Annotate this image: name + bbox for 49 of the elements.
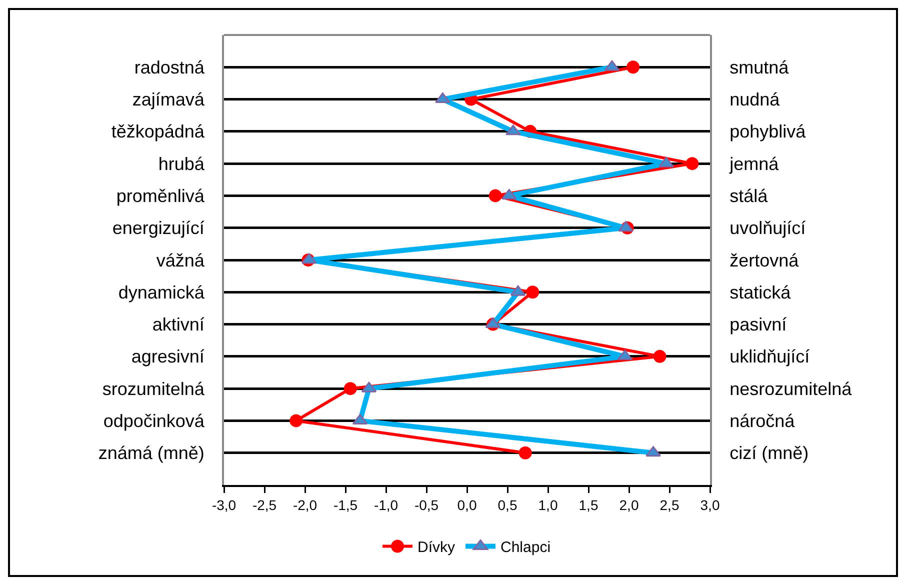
y2-tick-label: pohyblivá xyxy=(730,122,807,142)
y-tick-label: dynamická xyxy=(118,282,206,302)
point xyxy=(290,414,303,428)
x-tick-label: -2,0 xyxy=(292,496,318,513)
legend-label: Chlapci xyxy=(500,539,551,556)
y2-tick-label: nudná xyxy=(730,90,781,110)
y2-tick-label: statická xyxy=(730,282,792,302)
y2-tick-label: jemná xyxy=(728,154,780,174)
y-tick-label: proměnlivá xyxy=(116,186,206,206)
x-tick-label: -1,5 xyxy=(333,496,358,513)
point xyxy=(526,286,540,299)
y-tick-label: energizující xyxy=(112,218,204,238)
y-tick-label: agresivní xyxy=(131,346,204,367)
x-tick-label: 2,0 xyxy=(619,496,639,513)
x-tick-label: 3,0 xyxy=(700,496,720,513)
y-tick-label: radostná xyxy=(134,57,206,78)
y2-tick-label: pasivní xyxy=(730,314,787,335)
legend-label: Dívky xyxy=(418,539,456,556)
x-tick-label: -1,0 xyxy=(374,496,398,513)
point xyxy=(518,446,532,460)
point xyxy=(626,60,640,74)
x-tick-label: 0,0 xyxy=(457,496,477,513)
x-tick-label: -2,5 xyxy=(252,496,277,513)
x-tick-label: 1,0 xyxy=(538,496,558,513)
point xyxy=(344,382,357,396)
y2-tick-label: cizí (mně) xyxy=(730,443,809,464)
y2-tick-label: náročná xyxy=(730,411,796,432)
x-tick-label: -0,5 xyxy=(414,496,439,513)
point xyxy=(488,189,502,202)
y-tick-label: srozumitelná xyxy=(102,378,206,399)
point xyxy=(686,157,699,170)
y2-tick-label: uklidňující xyxy=(730,346,810,367)
y2-tick-label: žertovná xyxy=(730,250,800,270)
y2-tick-label: smutná xyxy=(730,57,790,78)
y-tick-label: hrubá xyxy=(158,154,206,174)
y2-tick-label: nesrozumitelná xyxy=(730,378,853,399)
x-tick-label: 2,5 xyxy=(660,496,680,513)
y-tick-label: známá (mně) xyxy=(98,443,204,464)
y-tick-label: těžkopádná xyxy=(111,122,206,142)
y-tick-label: aktivní xyxy=(152,314,204,335)
y-tick-label: zajímavá xyxy=(132,90,206,110)
point xyxy=(653,350,666,363)
x-tick-label: 0,5 xyxy=(498,496,518,513)
y-tick-label: vážná xyxy=(156,250,206,270)
x-tick-label: 1,5 xyxy=(578,496,598,513)
y2-tick-label: uvolňující xyxy=(730,218,806,238)
y2-tick-label: stálá xyxy=(730,186,769,206)
y-tick-label: odpočinková xyxy=(103,411,206,432)
x-tick-label: -3,0 xyxy=(212,496,236,513)
